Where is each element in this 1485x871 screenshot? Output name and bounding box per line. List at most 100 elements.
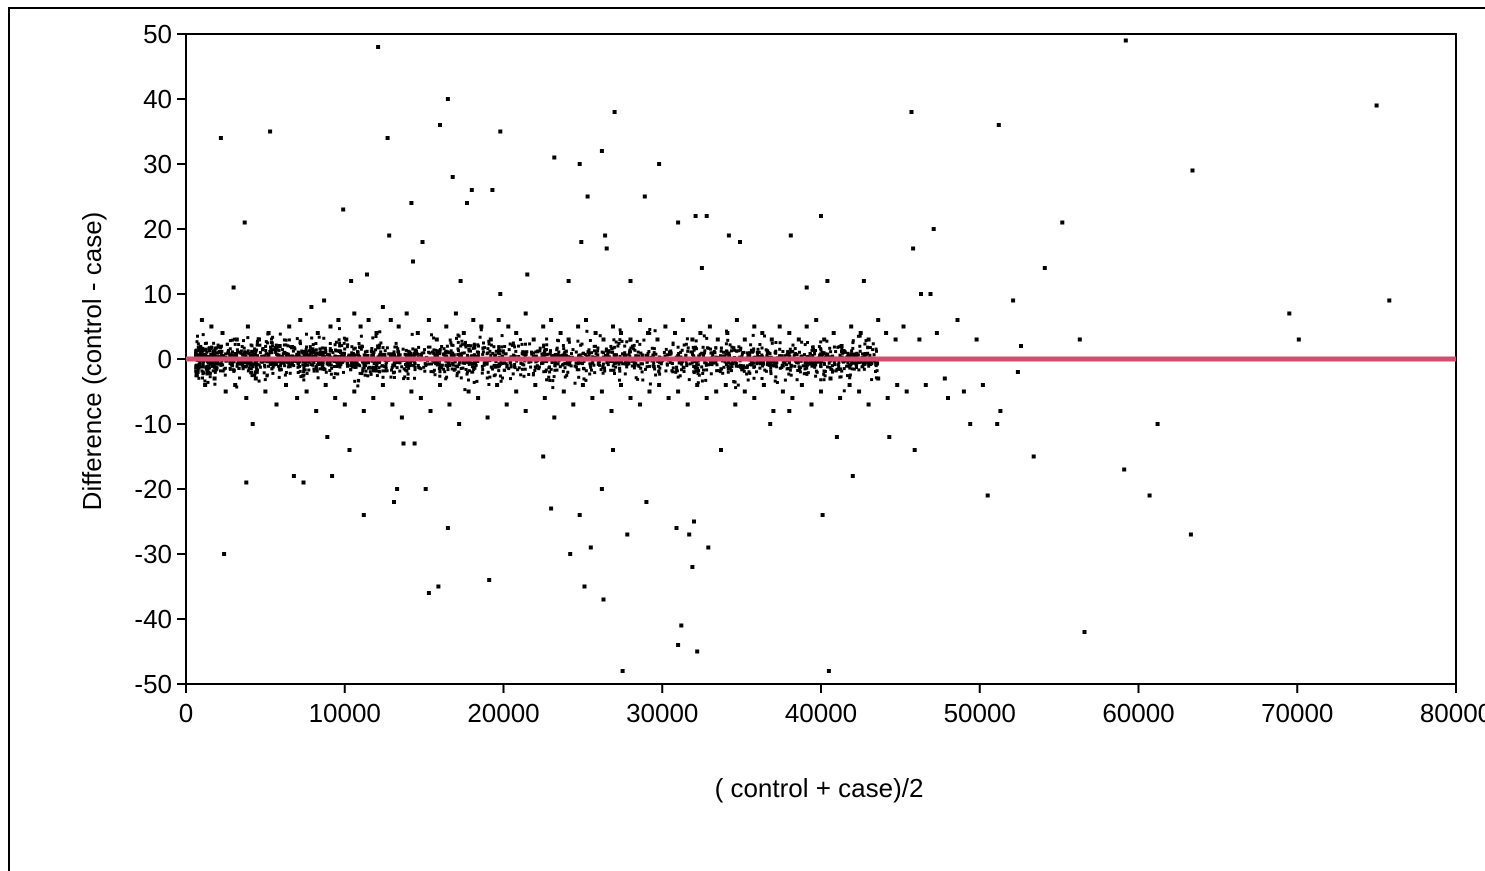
data-point xyxy=(657,383,662,387)
band-point xyxy=(629,346,633,350)
band-point xyxy=(482,341,485,345)
band-point xyxy=(205,350,209,354)
data-point xyxy=(819,214,823,218)
band-point xyxy=(804,364,808,368)
data-point xyxy=(392,500,396,504)
band-point xyxy=(733,360,737,364)
band-point xyxy=(196,371,200,374)
band-point xyxy=(255,367,259,371)
band-point xyxy=(459,376,463,380)
band-point xyxy=(303,351,307,355)
band-point xyxy=(213,353,217,357)
band-point xyxy=(551,386,555,390)
data-point xyxy=(761,383,766,387)
band-point xyxy=(357,353,361,357)
band-point xyxy=(315,352,319,356)
band-point xyxy=(845,364,849,368)
band-point xyxy=(359,334,363,338)
band-point xyxy=(298,339,302,343)
data-point xyxy=(693,214,698,218)
band-point xyxy=(814,374,818,378)
band-point xyxy=(749,362,753,366)
band-point xyxy=(196,368,200,372)
band-point xyxy=(221,369,225,373)
data-point xyxy=(1387,298,1392,303)
band-point xyxy=(356,350,360,354)
band-point xyxy=(408,353,412,357)
band-point xyxy=(868,346,872,349)
band-point xyxy=(385,369,389,373)
data-point xyxy=(909,110,914,114)
band-point xyxy=(800,340,804,344)
band-point xyxy=(533,369,537,372)
band-point xyxy=(791,349,795,353)
band-point xyxy=(435,351,439,355)
band-point xyxy=(450,343,454,347)
data-point xyxy=(1011,298,1016,303)
band-point xyxy=(472,380,476,384)
band-point xyxy=(587,348,591,352)
band-point xyxy=(563,375,567,379)
band-point xyxy=(296,371,300,374)
data-point xyxy=(787,331,792,335)
data-point xyxy=(445,526,450,530)
band-point xyxy=(475,379,479,383)
band-point xyxy=(614,340,618,344)
band-point xyxy=(869,363,873,366)
band-point xyxy=(358,345,361,349)
band-point xyxy=(846,351,850,355)
band-point xyxy=(642,338,646,342)
band-point xyxy=(767,363,771,367)
band-point xyxy=(702,334,706,338)
band-point xyxy=(598,363,602,367)
band-point xyxy=(741,367,745,371)
band-point xyxy=(585,329,589,333)
band-point xyxy=(496,365,500,369)
band-point xyxy=(503,345,507,348)
data-point xyxy=(203,383,208,387)
band-point xyxy=(372,362,376,365)
data-point xyxy=(438,383,442,387)
data-point xyxy=(995,422,1000,426)
band-point xyxy=(722,350,726,354)
band-point xyxy=(345,345,349,349)
band-point xyxy=(757,350,761,354)
band-point xyxy=(636,377,640,381)
data-point xyxy=(277,344,282,348)
band-point xyxy=(557,354,561,358)
data-point xyxy=(733,402,738,407)
data-point xyxy=(577,513,582,517)
band-point xyxy=(752,376,756,380)
band-point xyxy=(315,369,319,373)
band-point xyxy=(718,370,722,374)
data-point xyxy=(590,396,595,400)
band-point xyxy=(258,365,262,369)
band-point xyxy=(618,328,622,332)
band-point xyxy=(437,367,441,371)
band-point xyxy=(264,344,268,348)
data-point xyxy=(1015,370,1020,374)
band-point xyxy=(646,351,650,355)
band-point xyxy=(438,374,442,378)
band-point xyxy=(768,360,772,364)
band-point xyxy=(509,377,512,381)
band-point xyxy=(618,354,622,358)
band-point xyxy=(740,352,744,356)
band-point xyxy=(402,367,406,371)
band-point xyxy=(432,336,436,340)
band-point xyxy=(501,349,505,353)
band-point xyxy=(856,353,860,357)
band-point xyxy=(507,367,511,371)
band-point xyxy=(788,361,791,365)
band-point xyxy=(632,366,636,370)
band-point xyxy=(394,341,398,345)
band-point xyxy=(801,364,805,368)
data-point xyxy=(506,324,511,329)
data-point xyxy=(244,396,249,400)
band-point xyxy=(360,360,364,364)
band-point xyxy=(202,352,206,356)
band-point xyxy=(573,381,577,385)
band-point xyxy=(323,346,327,350)
band-point xyxy=(413,362,417,366)
band-point xyxy=(328,369,332,372)
